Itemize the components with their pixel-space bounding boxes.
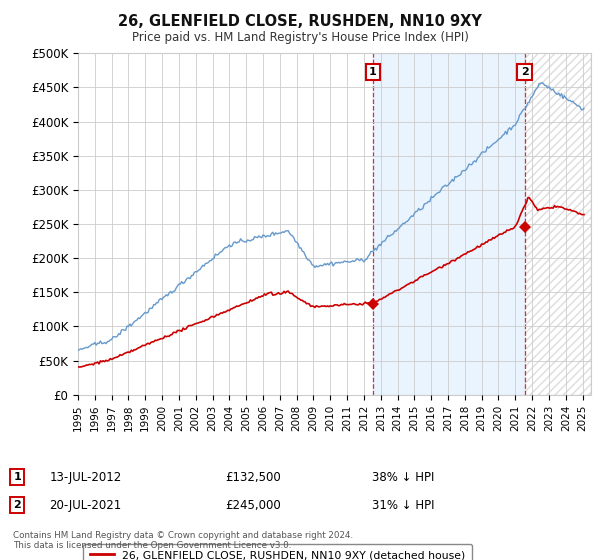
Text: Contains HM Land Registry data © Crown copyright and database right 2024.
This d: Contains HM Land Registry data © Crown c… — [13, 530, 353, 550]
Text: 2: 2 — [13, 500, 21, 510]
Text: 1: 1 — [369, 67, 377, 77]
Text: Price paid vs. HM Land Registry's House Price Index (HPI): Price paid vs. HM Land Registry's House … — [131, 31, 469, 44]
Text: 1: 1 — [13, 472, 21, 482]
Text: 38% ↓ HPI: 38% ↓ HPI — [372, 470, 434, 484]
Text: 2: 2 — [521, 67, 529, 77]
Text: 26, GLENFIELD CLOSE, RUSHDEN, NN10 9XY: 26, GLENFIELD CLOSE, RUSHDEN, NN10 9XY — [118, 14, 482, 29]
Text: 13-JUL-2012: 13-JUL-2012 — [49, 470, 121, 484]
Text: £132,500: £132,500 — [225, 470, 281, 484]
Text: £245,000: £245,000 — [225, 498, 281, 512]
Legend: 26, GLENFIELD CLOSE, RUSHDEN, NN10 9XY (detached house), HPI: Average price, det: 26, GLENFIELD CLOSE, RUSHDEN, NN10 9XY (… — [83, 544, 472, 560]
Bar — [373, 53, 524, 395]
Bar — [524, 53, 591, 395]
Text: 20-JUL-2021: 20-JUL-2021 — [49, 498, 121, 512]
Text: 31% ↓ HPI: 31% ↓ HPI — [372, 498, 434, 512]
Bar — [524, 53, 591, 395]
